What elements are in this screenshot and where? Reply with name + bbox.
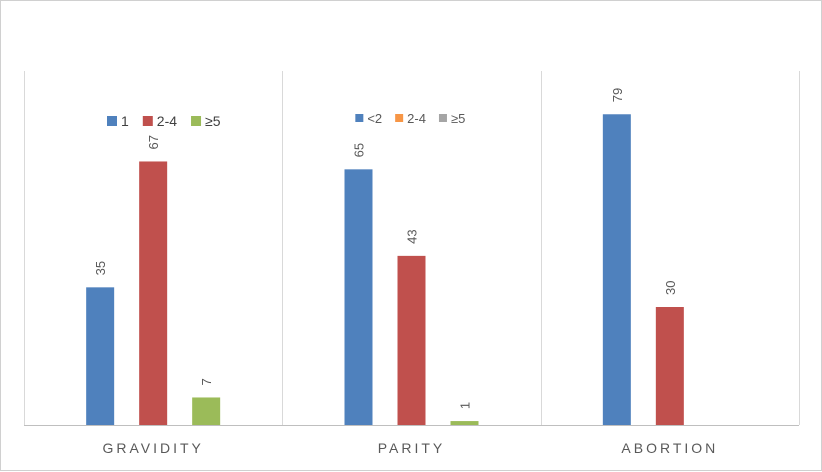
data-label: 7 (199, 378, 214, 385)
data-label: 79 (610, 88, 625, 102)
bar-gravidity-2 (192, 397, 221, 425)
data-label: 65 (352, 143, 367, 157)
legend-swatch (395, 114, 404, 122)
data-label: 30 (663, 281, 678, 295)
bar-parity-2 (450, 421, 479, 425)
bar-parity-0 (344, 169, 373, 425)
legend-label: ≥5 (451, 111, 465, 126)
legend-swatch (438, 114, 447, 122)
data-label: 67 (146, 135, 161, 149)
bars-layer (86, 114, 684, 426)
bar-parity-1 (397, 255, 426, 425)
data-label: 35 (93, 261, 108, 275)
category-label-parity: PARITY (378, 440, 446, 456)
legend-label: 2-4 (407, 111, 426, 126)
bar-gravidity-1 (139, 161, 168, 425)
legend-label: ≥5 (205, 113, 221, 129)
legend-swatch (142, 116, 153, 126)
legend-label: 2-4 (157, 113, 177, 129)
bar-gravidity-0 (86, 287, 115, 425)
category-label-abortion: ABORTION (621, 440, 718, 456)
bar-abortion-1 (655, 307, 684, 425)
legend-swatch (107, 116, 117, 126)
data-labels-layer: 35 67 7 65 43 1 79 30 (93, 88, 678, 409)
legend-label: <2 (367, 111, 382, 126)
category-label-gravidity: GRAVIDITY (102, 440, 203, 456)
data-label: 1 (458, 402, 473, 409)
category-labels-layer: GRAVIDITY PARITY ABORTION (102, 440, 718, 456)
chart-grid (24, 71, 800, 426)
legend-label: 1 (121, 113, 129, 129)
legend-swatch (355, 114, 364, 122)
legends-layer: 1 2-4 ≥5 <2 2-4 ≥5 (107, 111, 465, 129)
data-label: 43 (405, 229, 420, 243)
legend-swatch (191, 116, 202, 126)
bar-abortion-0 (602, 114, 631, 426)
